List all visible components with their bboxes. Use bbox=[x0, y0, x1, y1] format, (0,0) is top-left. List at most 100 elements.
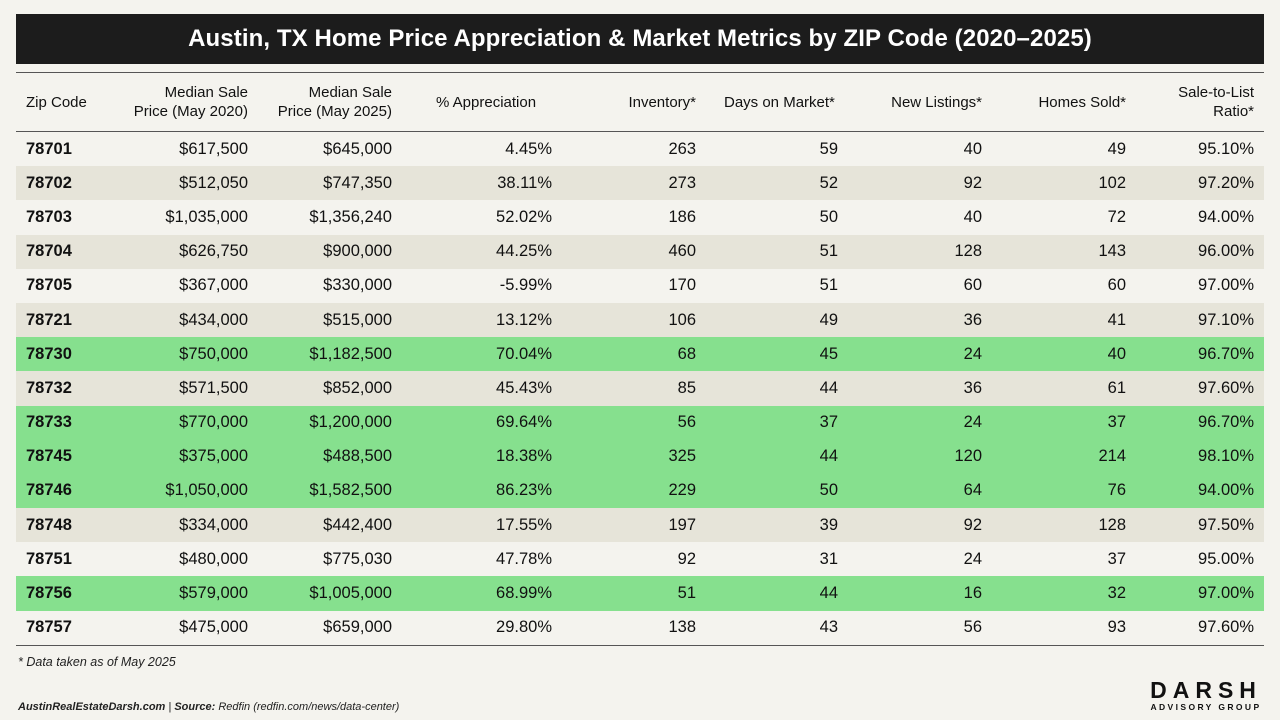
inventory-cell: 460 bbox=[668, 242, 696, 261]
homes-sold-cell: 143 bbox=[1098, 242, 1126, 261]
homes-sold-cell: 76 bbox=[1107, 481, 1126, 500]
appreciation-cell: 29.80% bbox=[402, 610, 562, 646]
new-listings-cell: 128 bbox=[954, 242, 982, 261]
logo-tagline: ADVISORY GROUP bbox=[1150, 702, 1262, 712]
table-row[interactable]: 78751 $480,000 $775,030 47.78% 92 31 24 37 95.00… bbox=[16, 542, 1264, 577]
table-row[interactable]: 78732 $571,500 $852,000 45.43% 85 44 36 61 97.60… bbox=[16, 371, 1264, 406]
homes-sold-cell: 40 bbox=[1107, 344, 1126, 363]
zip-cell: 78703 bbox=[26, 207, 72, 226]
appreciation-cell: 47.78% bbox=[496, 549, 552, 568]
inventory-cell: 263 bbox=[668, 139, 696, 158]
new-listings-cell: 24 bbox=[963, 549, 982, 568]
table-row[interactable]: 78745 $375,000 $488,500 18.38% 325 44 120 214 98… bbox=[16, 439, 1264, 474]
appreciation-cell: 44.25% bbox=[496, 242, 552, 261]
appreciation-cell: 68.99% bbox=[496, 584, 552, 603]
table-row[interactable]: 78733 $770,000 $1,200,000 69.64% 56 37 24 37 96.… bbox=[16, 405, 1264, 440]
price-2025-cell: $900,000 bbox=[323, 242, 392, 261]
inventory-cell: 138 bbox=[562, 610, 706, 646]
table-row[interactable]: 78701 $617,500 $645,000 4.45% 263 59 40 49 95.10… bbox=[16, 131, 1264, 167]
column-header-inventory[interactable]: Inventory* bbox=[562, 72, 706, 132]
new-listings-cell: 64 bbox=[963, 481, 982, 500]
column-header-appreciation[interactable]: % Appreciation bbox=[402, 72, 562, 132]
price-2025-cell: $1,356,240 bbox=[309, 207, 392, 226]
table-row[interactable]: 78730 $750,000 $1,182,500 70.04% 68 45 24 40 96.… bbox=[16, 337, 1264, 372]
sale-to-list-cell: 96.00% bbox=[1198, 242, 1254, 261]
price-2020-cell: $750,000 bbox=[179, 344, 248, 363]
inventory-cell: 92 bbox=[677, 549, 696, 568]
appreciation-cell: 70.04% bbox=[496, 344, 552, 363]
zip-cell: 78746 bbox=[26, 481, 72, 500]
new-listings-cell: 24 bbox=[963, 344, 982, 363]
zip-cell: 78745 bbox=[26, 447, 72, 466]
column-header-new-listings[interactable]: New Listings* bbox=[848, 72, 992, 132]
column-header-zip[interactable]: Zip Code bbox=[16, 72, 104, 132]
price-2025-cell: $330,000 bbox=[323, 276, 392, 295]
price-2020-cell: $367,000 bbox=[179, 276, 248, 295]
appreciation-cell: 4.45% bbox=[505, 139, 552, 158]
zip-cell: 78704 bbox=[26, 242, 72, 261]
new-listings-cell: 60 bbox=[963, 276, 982, 295]
appreciation-cell: 45.43% bbox=[496, 378, 552, 397]
sale-to-list-cell: 94.00% bbox=[1198, 481, 1254, 500]
price-2020-cell: $1,035,000 bbox=[165, 207, 248, 226]
inventory-cell: 51 bbox=[677, 584, 696, 603]
appreciation-cell: -5.99% bbox=[499, 276, 552, 295]
inventory-cell: 68 bbox=[677, 344, 696, 363]
table-row[interactable]: 78746 $1,050,000 $1,582,500 86.23% 229 50 64 76… bbox=[16, 473, 1264, 509]
days-on-market-cell: 44 bbox=[819, 378, 838, 397]
price-2025-cell: $852,000 bbox=[323, 378, 392, 397]
table-row[interactable]: 78756 $579,000 $1,005,000 68.99% 51 44 16 32 97.… bbox=[16, 576, 1264, 611]
price-2020-cell: $770,000 bbox=[179, 413, 248, 432]
table-row[interactable]: 78748 $334,000 $442,400 17.55% 197 39 92 128 97.… bbox=[16, 508, 1264, 543]
column-header-price-2020[interactable]: Median Sale Price (May 2020) bbox=[104, 72, 258, 132]
homes-sold-cell: 61 bbox=[1107, 378, 1126, 397]
days-on-market-cell: 44 bbox=[819, 447, 838, 466]
zip-cell: 78751 bbox=[26, 549, 72, 568]
days-on-market-cell: 50 bbox=[819, 207, 838, 226]
days-on-market-cell: 44 bbox=[819, 584, 838, 603]
table-body: 78701 $617,500 $645,000 4.45% 263 59 40 49 95.10… bbox=[16, 131, 1264, 646]
column-header-homes-sold[interactable]: Homes Sold* bbox=[992, 72, 1136, 132]
homes-sold-cell: 37 bbox=[1107, 413, 1126, 432]
zip-cell: 78705 bbox=[26, 276, 72, 295]
table-row[interactable]: 78757 $475,000 $659,000 29.80% 138 43 56 93 97.6… bbox=[16, 610, 1264, 646]
table-row[interactable]: 78702 $512,050 $747,350 38.11% 273 52 92 102 97.… bbox=[16, 166, 1264, 201]
price-2025-cell: $1,200,000 bbox=[309, 413, 392, 432]
table-row[interactable]: 78703 $1,035,000 $1,356,240 52.02% 186 50 40 72… bbox=[16, 200, 1264, 235]
source-label: Source: bbox=[174, 701, 216, 713]
price-2020-cell: $617,500 bbox=[179, 139, 248, 158]
sale-to-list-cell: 95.00% bbox=[1198, 549, 1254, 568]
column-header-sale-to-list[interactable]: Sale-to-List Ratio* bbox=[1136, 72, 1264, 132]
price-2025-cell: $1,005,000 bbox=[309, 584, 392, 603]
table-row[interactable]: 78704 $626,750 $900,000 44.25% 460 51 128 143 96… bbox=[16, 234, 1264, 269]
homes-sold-cell: 60 bbox=[1107, 276, 1126, 295]
zip-cell: 78756 bbox=[26, 584, 72, 603]
price-2020-cell: $475,000 bbox=[104, 610, 258, 646]
new-listings-cell: 24 bbox=[963, 413, 982, 432]
appreciation-cell: 13.12% bbox=[496, 310, 552, 329]
zip-cell: 78730 bbox=[26, 344, 72, 363]
homes-sold-cell: 37 bbox=[1107, 549, 1126, 568]
column-header-price-2025[interactable]: Median Sale Price (May 2025) bbox=[258, 72, 402, 132]
sale-to-list-cell: 97.60% bbox=[1136, 610, 1264, 646]
days-on-market-cell: 51 bbox=[819, 242, 838, 261]
page-title: Austin, TX Home Price Appreciation & Mar… bbox=[16, 14, 1264, 64]
new-listings-cell: 92 bbox=[963, 173, 982, 192]
days-on-market-cell: 37 bbox=[819, 413, 838, 432]
new-listings-cell: 92 bbox=[963, 515, 982, 534]
source-site-link[interactable]: AustinRealEstateDarsh.com bbox=[18, 701, 166, 713]
price-2020-cell: $1,050,000 bbox=[165, 481, 248, 500]
column-header-days-on-market[interactable]: Days on Market* bbox=[706, 72, 848, 132]
metrics-table: Zip Code Median Sale Price (May 2020) Med… bbox=[16, 72, 1264, 646]
table-row[interactable]: 78705 $367,000 $330,000 -5.99% 170 51 60 60 97.0… bbox=[16, 268, 1264, 303]
price-2020-cell: $512,050 bbox=[179, 173, 248, 192]
table-row[interactable]: 78721 $434,000 $515,000 13.12% 106 49 36 41 97.1… bbox=[16, 302, 1264, 338]
days-on-market-cell: 52 bbox=[819, 173, 838, 192]
price-2025-cell: $747,350 bbox=[323, 173, 392, 192]
sale-to-list-cell: 96.70% bbox=[1198, 413, 1254, 432]
homes-sold-cell: 32 bbox=[1107, 584, 1126, 603]
sale-to-list-cell: 97.50% bbox=[1198, 515, 1254, 534]
price-2020-cell: $434,000 bbox=[179, 310, 248, 329]
sale-to-list-cell: 95.10% bbox=[1198, 139, 1254, 158]
inventory-cell: 229 bbox=[668, 481, 696, 500]
